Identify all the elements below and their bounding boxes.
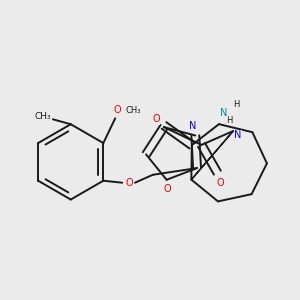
Text: O: O bbox=[217, 178, 224, 188]
Text: H: H bbox=[234, 100, 240, 109]
Text: CH₃: CH₃ bbox=[35, 112, 51, 121]
Text: O: O bbox=[164, 184, 171, 194]
Polygon shape bbox=[191, 131, 233, 180]
Text: N: N bbox=[189, 121, 196, 130]
Text: O: O bbox=[152, 115, 160, 124]
Text: CH₃: CH₃ bbox=[125, 106, 141, 115]
Text: O: O bbox=[125, 178, 133, 188]
Text: N: N bbox=[235, 130, 242, 140]
Text: H: H bbox=[226, 116, 232, 124]
Text: N: N bbox=[220, 108, 228, 118]
Text: O: O bbox=[113, 105, 121, 116]
